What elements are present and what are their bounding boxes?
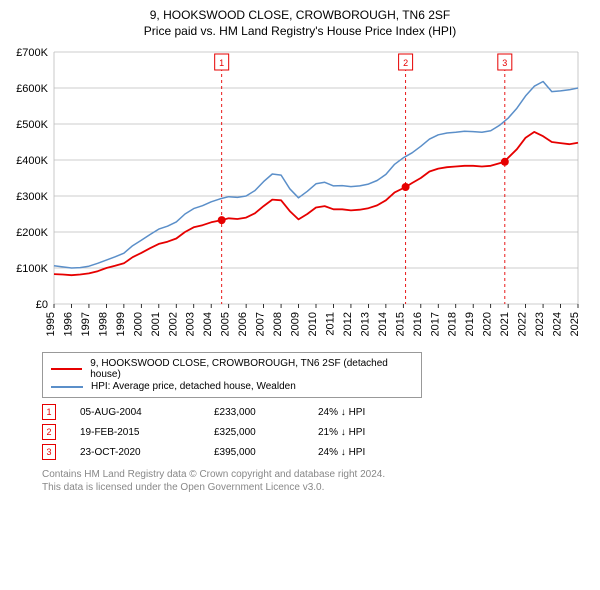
svg-text:2007: 2007 <box>255 312 267 336</box>
svg-text:£200K: £200K <box>16 227 48 239</box>
sale-badge: 3 <box>42 444 56 460</box>
footer-line-1: Contains HM Land Registry data © Crown c… <box>42 468 588 481</box>
svg-text:2000: 2000 <box>132 312 144 336</box>
sale-date: 19-FEB-2015 <box>80 427 190 438</box>
chart-subtitle: Price paid vs. HM Land Registry's House … <box>10 24 590 38</box>
chart-title: 9, HOOKSWOOD CLOSE, CROWBOROUGH, TN6 2SF <box>10 8 590 22</box>
svg-text:2014: 2014 <box>377 312 389 336</box>
svg-text:1998: 1998 <box>97 312 109 336</box>
svg-text:1996: 1996 <box>62 312 74 336</box>
sale-row: 3 23-OCT-2020 £395,000 24% ↓ HPI <box>42 444 588 460</box>
svg-text:2021: 2021 <box>499 312 511 336</box>
svg-text:2004: 2004 <box>202 312 214 336</box>
svg-text:2006: 2006 <box>237 312 249 336</box>
svg-text:2012: 2012 <box>342 312 354 336</box>
sale-diff: 24% ↓ HPI <box>318 447 418 458</box>
svg-text:2013: 2013 <box>359 312 371 336</box>
legend-box: 9, HOOKSWOOD CLOSE, CROWBOROUGH, TN6 2SF… <box>42 352 422 398</box>
sale-badge: 2 <box>42 424 56 440</box>
footer-text: Contains HM Land Registry data © Crown c… <box>42 468 588 494</box>
svg-text:2: 2 <box>403 58 408 68</box>
legend-row: 9, HOOKSWOOD CLOSE, CROWBOROUGH, TN6 2SF… <box>51 358 413 380</box>
svg-text:£0: £0 <box>36 299 48 311</box>
sale-price: £233,000 <box>214 407 294 418</box>
sale-diff: 24% ↓ HPI <box>318 407 418 418</box>
svg-text:£600K: £600K <box>16 83 48 95</box>
sale-row: 1 05-AUG-2004 £233,000 24% ↓ HPI <box>42 404 588 420</box>
svg-text:2020: 2020 <box>482 312 494 336</box>
svg-text:1997: 1997 <box>80 312 92 336</box>
legend-swatch <box>51 368 82 370</box>
svg-text:1999: 1999 <box>115 312 127 336</box>
svg-text:2019: 2019 <box>464 312 476 336</box>
sale-date: 23-OCT-2020 <box>80 447 190 458</box>
sales-table: 1 05-AUG-2004 £233,000 24% ↓ HPI 2 19-FEB-201… <box>42 404 588 460</box>
svg-text:2025: 2025 <box>569 312 580 336</box>
line-chart-svg: £0 £100K £200K £300K £400K £500K £600K £700K 199… <box>10 44 580 344</box>
svg-text:£100K: £100K <box>16 263 48 275</box>
footer-line-2: This data is licensed under the Open Gov… <box>42 481 588 494</box>
svg-text:2011: 2011 <box>324 312 336 336</box>
svg-text:2001: 2001 <box>150 312 162 336</box>
svg-text:£300K: £300K <box>16 191 48 203</box>
chart-container: 9, HOOKSWOOD CLOSE, CROWBOROUGH, TN6 2SF… <box>0 0 600 502</box>
sale-row: 2 19-FEB-2015 £325,000 21% ↓ HPI <box>42 424 588 440</box>
sale-diff: 21% ↓ HPI <box>318 427 418 438</box>
legend-row: HPI: Average price, detached house, Weal… <box>51 381 413 392</box>
svg-text:2024: 2024 <box>552 312 564 336</box>
svg-text:2008: 2008 <box>272 312 284 336</box>
sale-price: £325,000 <box>214 427 294 438</box>
svg-text:2018: 2018 <box>447 312 459 336</box>
chart-area: £0 £100K £200K £300K £400K £500K £600K £700K 199… <box>10 44 590 344</box>
svg-text:2022: 2022 <box>517 312 529 336</box>
svg-text:2017: 2017 <box>429 312 441 336</box>
svg-text:2009: 2009 <box>290 312 302 336</box>
legend-swatch <box>51 386 83 388</box>
svg-text:£400K: £400K <box>16 155 48 167</box>
sale-date: 05-AUG-2004 <box>80 407 190 418</box>
svg-text:2005: 2005 <box>220 312 232 336</box>
sale-badge: 1 <box>42 404 56 420</box>
svg-text:£700K: £700K <box>16 47 48 59</box>
legend-label: 9, HOOKSWOOD CLOSE, CROWBOROUGH, TN6 2SF… <box>90 358 413 380</box>
svg-text:1: 1 <box>219 58 224 68</box>
svg-text:3: 3 <box>502 58 507 68</box>
svg-text:1995: 1995 <box>45 312 57 336</box>
svg-text:2016: 2016 <box>412 312 424 336</box>
svg-text:2023: 2023 <box>534 312 546 336</box>
svg-text:2015: 2015 <box>394 312 406 336</box>
svg-text:£500K: £500K <box>16 119 48 131</box>
svg-text:2010: 2010 <box>307 312 319 336</box>
sale-price: £395,000 <box>214 447 294 458</box>
svg-text:2002: 2002 <box>167 312 179 336</box>
svg-text:2003: 2003 <box>185 312 197 336</box>
legend-label: HPI: Average price, detached house, Weal… <box>91 381 296 392</box>
